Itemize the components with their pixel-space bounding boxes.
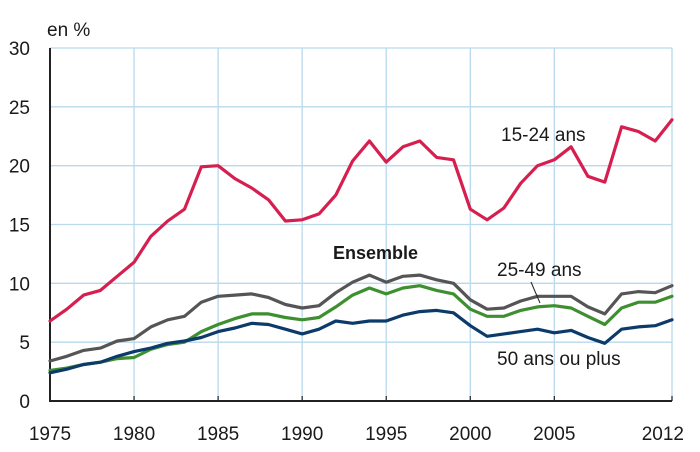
x-tick-label: 1995 xyxy=(365,424,407,445)
y-tick-label: 30 xyxy=(9,39,30,60)
x-axis-ticks: 1975 1980 1985 1990 1995 2000 2005 2012 xyxy=(29,424,684,445)
series-lines xyxy=(48,118,674,375)
x-tick-label: 1985 xyxy=(197,424,239,445)
axes xyxy=(49,48,673,402)
x-tick-label: 2012 xyxy=(642,424,684,445)
x-tick-label: 2005 xyxy=(533,424,575,445)
label-50-ans-ou-plus: 50 ans ou plus xyxy=(497,349,621,370)
label-15-24-ans: 15-24 ans xyxy=(501,125,586,146)
gridlines xyxy=(50,47,673,401)
y-tick-label: 15 xyxy=(9,216,30,237)
y-tick-label: 25 xyxy=(9,98,30,119)
x-tick-label: 2000 xyxy=(449,424,491,445)
leader-line-25-49-ans xyxy=(530,281,541,304)
series-line-ensemble xyxy=(48,273,674,363)
y-axis-ticks: 0 5 10 15 20 25 30 xyxy=(9,39,30,413)
x-tick-label: 1980 xyxy=(113,424,155,445)
series-line-50-ans-ou-plus xyxy=(48,308,674,375)
label-25-49-ans: 25-49 ans xyxy=(497,260,582,281)
y-axis-unit-label: en % xyxy=(47,20,90,41)
x-tick-label: 1975 xyxy=(29,424,71,445)
label-ensemble: Ensemble xyxy=(333,243,418,263)
series-line-15-24-ans xyxy=(48,118,674,323)
y-tick-label: 0 xyxy=(19,392,30,413)
x-tick-label: 1990 xyxy=(281,424,323,445)
y-tick-label: 5 xyxy=(19,333,30,354)
y-tick-label: 10 xyxy=(9,274,30,295)
y-tick-label: 20 xyxy=(9,157,30,178)
